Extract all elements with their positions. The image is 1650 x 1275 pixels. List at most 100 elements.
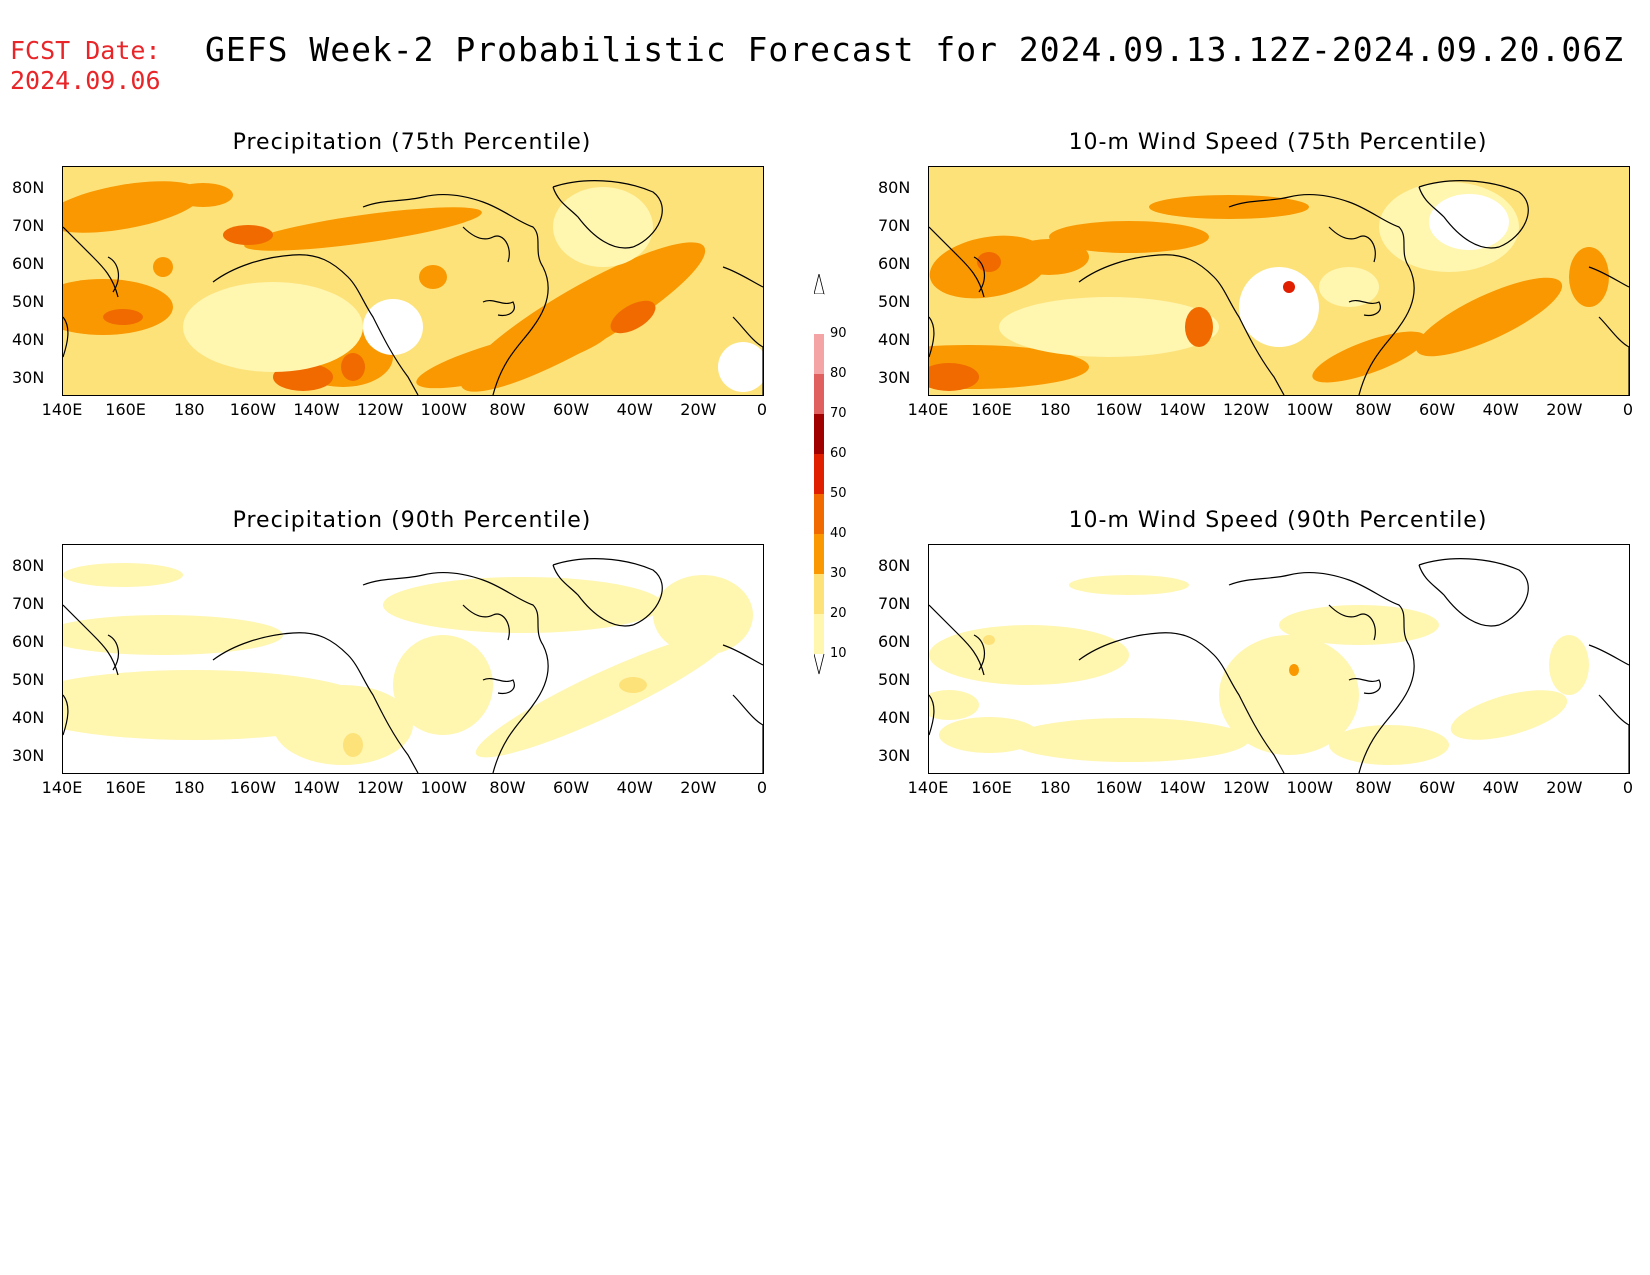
lon-tick-label: 140E xyxy=(41,778,83,797)
contour-region xyxy=(393,635,493,735)
coastline xyxy=(1588,644,1629,666)
contour-region xyxy=(1415,277,1563,357)
panel-wind-90: 10-m Wind Speed (90th Percentile) 80N 70N… xyxy=(866,508,1633,808)
contour-region xyxy=(63,563,183,587)
lat-tick-label: 60N xyxy=(12,254,45,273)
map-svg xyxy=(63,545,763,773)
coastline xyxy=(973,634,986,671)
colorbar-swatch xyxy=(814,294,824,334)
map-area xyxy=(928,166,1630,396)
contour-region xyxy=(153,257,173,277)
colorbar-swatch xyxy=(814,334,824,374)
lon-tick-label: 100W xyxy=(1286,400,1333,419)
contour-region xyxy=(1069,575,1189,595)
coastline xyxy=(1418,180,1529,249)
contour-region xyxy=(183,282,363,372)
lat-tick-label: 60N xyxy=(12,632,45,651)
contour-region xyxy=(553,187,653,267)
contour-region xyxy=(718,342,763,392)
coastline xyxy=(1358,644,1415,773)
coastline xyxy=(722,644,763,666)
coastline xyxy=(462,226,510,263)
lon-tick-label: 0 xyxy=(756,400,768,419)
lon-tick-label: 40W xyxy=(1482,400,1519,419)
contour-region xyxy=(1289,664,1299,676)
forecast-date-value: 2024.09.06 xyxy=(10,66,161,95)
coastline xyxy=(63,226,119,298)
contour-region xyxy=(63,181,202,233)
lon-tick-label: 160E xyxy=(971,778,1012,797)
lat-tick-label: 30N xyxy=(878,746,911,765)
contour-region xyxy=(1329,725,1449,765)
coastline xyxy=(492,644,549,773)
lon-tick-label: 60W xyxy=(553,778,590,797)
coastline xyxy=(1228,571,1410,646)
contour-region xyxy=(343,733,363,757)
contour-region xyxy=(173,183,233,207)
lon-tick-label: 180 xyxy=(1040,400,1071,419)
coastline xyxy=(1328,226,1376,263)
lon-tick-label: 140E xyxy=(907,778,949,797)
lat-tick-label: 40N xyxy=(878,708,911,727)
lon-tick-label: 160E xyxy=(105,778,146,797)
lat-tick-label: 80N xyxy=(12,178,45,197)
lat-tick-label: 50N xyxy=(12,292,45,311)
lat-tick-label: 80N xyxy=(878,556,911,575)
contour-region xyxy=(63,279,173,335)
coastline xyxy=(552,180,663,249)
lon-tick-label: 20W xyxy=(680,400,717,419)
panel-precip-90: Precipitation (90th Percentile) 80N 70N 60… xyxy=(0,508,767,808)
colorbar-tick-label: 80 xyxy=(830,366,847,381)
coastline xyxy=(63,604,119,676)
lat-tick-label: 70N xyxy=(878,216,911,235)
lat-tick-label: 80N xyxy=(878,178,911,197)
colorbar-tick-label: 70 xyxy=(830,406,847,421)
coastline xyxy=(63,694,69,736)
contour-region xyxy=(1429,194,1509,250)
lon-tick-label: 160W xyxy=(1095,778,1143,797)
coastline xyxy=(63,316,69,358)
lon-tick-label: 160E xyxy=(971,400,1012,419)
contour-region xyxy=(929,690,979,720)
contour-region xyxy=(103,309,143,325)
coastline xyxy=(929,604,985,676)
contour-region xyxy=(929,363,979,391)
map-svg xyxy=(63,167,763,395)
coastline xyxy=(107,634,120,671)
lat-tick-label: 30N xyxy=(12,368,45,387)
contour-region xyxy=(63,615,283,655)
lat-tick-label: 70N xyxy=(12,216,45,235)
map-area xyxy=(62,544,764,774)
lat-tick-label: 30N xyxy=(12,746,45,765)
coastline xyxy=(1348,677,1381,695)
coastline xyxy=(1598,316,1629,395)
colorbar-tick-label: 30 xyxy=(830,566,847,581)
lon-tick-label: 120W xyxy=(357,400,404,419)
colorbar-bottom-arrow xyxy=(814,653,825,675)
coastline xyxy=(1358,266,1415,395)
coastline xyxy=(1328,604,1376,641)
contour-region xyxy=(1009,239,1089,275)
lon-tick-label: 0 xyxy=(756,778,768,797)
map-area xyxy=(62,166,764,396)
contour-region xyxy=(1049,221,1209,253)
coastline xyxy=(732,316,763,395)
lon-tick-label: 80W xyxy=(1355,400,1392,419)
lon-tick-label: 180 xyxy=(1040,778,1071,797)
contour-region xyxy=(983,635,995,645)
coastline xyxy=(1078,254,1285,395)
panel-title: 10-m Wind Speed (90th Percentile) xyxy=(1068,508,1488,533)
contour-region xyxy=(341,353,365,381)
contour-region xyxy=(363,299,423,355)
map-svg xyxy=(929,167,1629,395)
coastline xyxy=(212,254,419,395)
lon-tick-label: 120W xyxy=(1223,400,1270,419)
lon-tick-label: 20W xyxy=(680,778,717,797)
contour-region xyxy=(223,225,273,245)
lat-tick-label: 50N xyxy=(12,670,45,689)
colorbar-swatch xyxy=(814,494,824,534)
lon-tick-label: 60W xyxy=(553,400,590,419)
lon-tick-label: 140E xyxy=(907,400,949,419)
colorbar-tick-label: 20 xyxy=(830,606,847,621)
colorbar-tick-label: 60 xyxy=(830,446,847,461)
